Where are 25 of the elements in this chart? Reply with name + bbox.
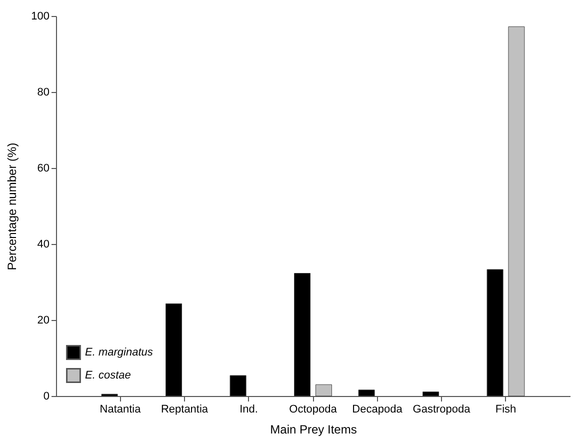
y-tick-label: 40	[37, 238, 50, 250]
bar	[358, 390, 375, 396]
bar	[315, 384, 332, 396]
y-tick-label: 60	[37, 162, 50, 174]
x-axis-title: Main Prey Items	[270, 422, 357, 436]
bar	[166, 303, 182, 396]
y-tick-label: 0	[43, 390, 50, 402]
y-tick-label: 80	[37, 86, 50, 98]
x-tick-label: Fish	[495, 404, 516, 416]
x-tick-label: Octopoda	[289, 404, 338, 416]
bar	[422, 392, 440, 396]
x-tick-label: Gastropoda	[412, 404, 472, 416]
legend-label: E. marginatus	[85, 346, 154, 358]
x-tick-label: Natantia	[100, 404, 142, 416]
y-axis-title: Percentage number (%)	[5, 142, 20, 270]
y-tick-label: 100	[31, 10, 50, 22]
y-tick-label: 20	[37, 314, 50, 326]
bar	[508, 26, 525, 396]
x-tick-label: Decapoda	[352, 404, 404, 416]
bar	[486, 269, 504, 396]
bar	[294, 273, 311, 396]
bar	[230, 375, 246, 396]
legend-label: E. costae	[85, 370, 131, 382]
x-tick-label: Ind.	[240, 404, 258, 416]
x-tick-label: Reptantia	[160, 404, 209, 416]
